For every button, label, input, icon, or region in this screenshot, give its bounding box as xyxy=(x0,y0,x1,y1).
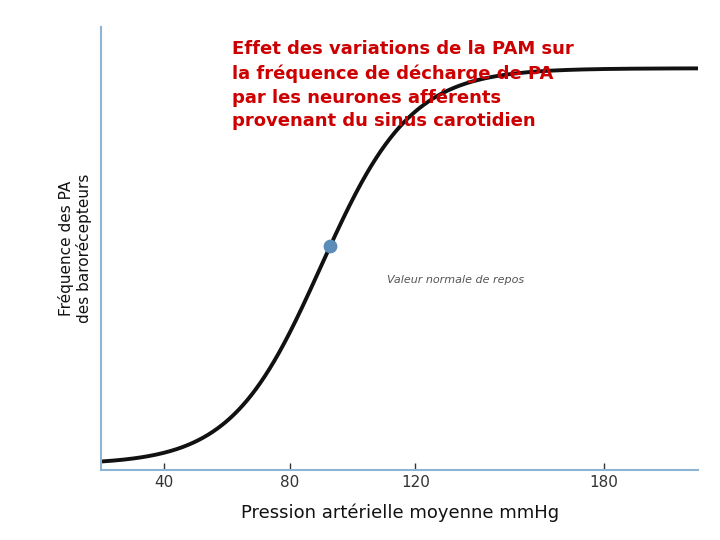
Y-axis label: Fréquence des PA
des barorécepteurs: Fréquence des PA des barorécepteurs xyxy=(58,174,92,323)
Point xyxy=(325,241,336,250)
X-axis label: Pression artérielle moyenne mmHg: Pression artérielle moyenne mmHg xyxy=(240,503,559,522)
Text: Valeur normale de repos: Valeur normale de repos xyxy=(387,275,524,285)
Text: Effet des variations de la PAM sur
la fréquence de décharge de PA
par les neuron: Effet des variations de la PAM sur la fr… xyxy=(233,40,574,131)
